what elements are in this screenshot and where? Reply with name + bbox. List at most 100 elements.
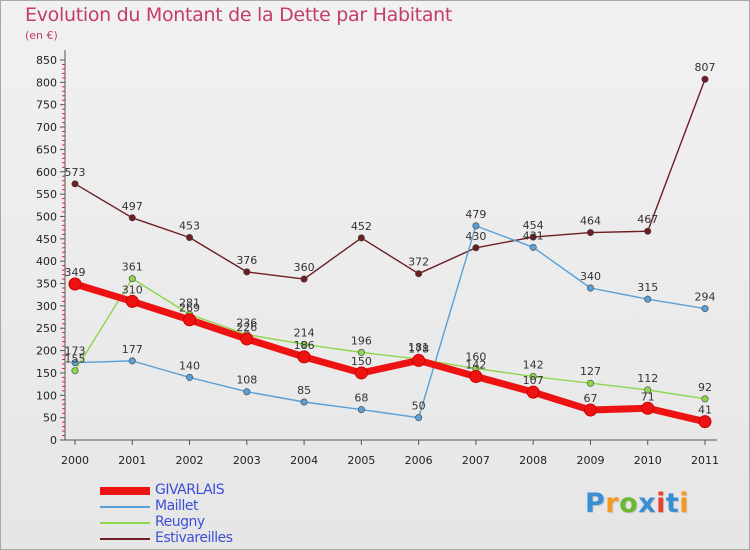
data-label: 107 — [523, 374, 544, 387]
y-tick-label: 700 — [36, 121, 57, 134]
data-label: 497 — [122, 200, 143, 213]
y-tick-label: 350 — [36, 278, 57, 291]
y-tick-label: 850 — [36, 54, 57, 67]
data-point — [415, 270, 423, 278]
chart-title: Evolution du Montant de la Dette par Hab… — [25, 4, 453, 26]
data-label: 372 — [408, 256, 429, 269]
data-point — [71, 367, 79, 375]
data-label: 196 — [351, 334, 372, 347]
logo-letter: P — [585, 488, 606, 519]
y-tick-label: 50 — [43, 412, 57, 425]
data-point — [469, 370, 483, 384]
data-label: 361 — [122, 261, 143, 274]
legend-label: Estivareilles — [155, 530, 233, 546]
data-label: 294 — [695, 291, 716, 304]
data-point — [186, 233, 194, 241]
data-point — [128, 214, 136, 222]
data-label: 177 — [122, 343, 143, 356]
x-tick-label: 2005 — [347, 454, 375, 467]
x-tick-label: 2011 — [691, 454, 719, 467]
data-label: 50 — [412, 400, 426, 413]
data-label: 467 — [637, 213, 658, 226]
x-tick-label: 2009 — [576, 454, 604, 467]
data-point — [529, 243, 537, 251]
data-label: 160 — [465, 350, 486, 363]
x-tick-label: 2000 — [61, 454, 89, 467]
data-label: 454 — [523, 219, 544, 232]
data-point — [472, 222, 480, 230]
y-tick-label: 650 — [36, 143, 57, 156]
data-label: 92 — [698, 381, 712, 394]
x-tick-label: 2006 — [405, 454, 433, 467]
y-tick-label: 150 — [36, 367, 57, 380]
data-label: 140 — [179, 359, 200, 372]
legend-label: Reugny — [155, 514, 205, 530]
data-point — [243, 388, 251, 396]
data-point — [526, 385, 540, 399]
y-tick-label: 250 — [36, 322, 57, 335]
data-point — [71, 180, 79, 188]
data-label: 281 — [179, 296, 200, 309]
x-tick-label: 2008 — [519, 454, 547, 467]
data-label: 142 — [523, 359, 544, 372]
data-point — [412, 353, 426, 367]
data-label: 142 — [465, 359, 486, 372]
data-point — [698, 415, 712, 429]
series-line — [74, 225, 706, 419]
y-tick-label: 600 — [36, 166, 57, 179]
x-tick-label: 2004 — [290, 454, 318, 467]
y-tick-label: 750 — [36, 99, 57, 112]
legend-label: GIVARLAIS — [155, 482, 225, 498]
data-label: 173 — [65, 345, 86, 358]
data-point — [71, 359, 79, 367]
data-label: 226 — [236, 321, 257, 334]
data-label: 112 — [637, 372, 658, 385]
data-label: 186 — [294, 339, 315, 352]
y-tick-label: 0 — [50, 434, 57, 447]
data-point — [583, 403, 597, 417]
data-point — [701, 305, 709, 313]
data-label: 155 — [65, 353, 86, 366]
data-label: 68 — [354, 392, 368, 405]
data-point — [125, 294, 139, 308]
y-tick-label: 300 — [36, 300, 57, 313]
data-label: 67 — [583, 392, 597, 405]
data-point — [243, 268, 251, 276]
data-label: 431 — [523, 229, 544, 242]
data-point — [586, 229, 594, 237]
data-label: 41 — [698, 404, 712, 417]
data-point — [357, 406, 365, 414]
data-point — [68, 277, 82, 291]
data-label: 108 — [236, 374, 257, 387]
y-tick-label: 800 — [36, 76, 57, 89]
logo-letter: o — [619, 488, 639, 519]
logo-letter: t — [665, 488, 680, 519]
logo-letter: r — [605, 488, 620, 519]
y-tick-label: 550 — [36, 188, 57, 201]
data-point — [415, 414, 423, 422]
x-tick-label: 2002 — [176, 454, 204, 467]
data-label: 479 — [465, 208, 486, 221]
data-point — [128, 275, 136, 283]
data-label: 340 — [580, 270, 601, 283]
data-point — [472, 244, 480, 252]
data-label: 464 — [580, 215, 601, 228]
data-point — [357, 348, 365, 356]
data-label: 349 — [65, 266, 86, 279]
x-tick-label: 2001 — [118, 454, 146, 467]
data-label: 178 — [408, 342, 429, 355]
data-point — [240, 332, 254, 346]
proxiti-logo: Proxiti — [585, 488, 689, 519]
data-point — [128, 357, 136, 365]
data-label: 315 — [637, 281, 658, 294]
data-label: 452 — [351, 220, 372, 233]
y-tick-label: 450 — [36, 233, 57, 246]
data-point — [300, 340, 308, 348]
legend-swatch — [100, 538, 150, 540]
logo-letter: x — [638, 488, 657, 519]
data-point — [701, 395, 709, 403]
data-point — [644, 295, 652, 303]
data-point — [701, 75, 709, 83]
data-label: 236 — [236, 316, 257, 329]
